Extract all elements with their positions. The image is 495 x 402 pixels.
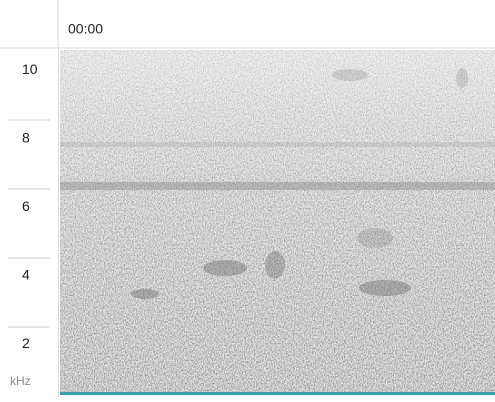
call xyxy=(332,69,368,81)
call xyxy=(203,260,247,276)
band xyxy=(60,142,495,147)
band xyxy=(60,182,495,190)
axis-separators xyxy=(8,119,50,328)
call xyxy=(131,289,159,299)
y-tick-label: 6 xyxy=(22,198,30,214)
call xyxy=(357,228,393,248)
y-tick-label: 10 xyxy=(22,61,38,77)
call xyxy=(456,68,468,88)
y-tick-label: 8 xyxy=(22,130,30,146)
y-tick-label: 2 xyxy=(22,335,30,351)
header-bar xyxy=(0,0,495,48)
spectrogram xyxy=(60,50,495,392)
call xyxy=(265,251,285,279)
y-tick-label: 4 xyxy=(22,266,30,282)
unit-label: kHz xyxy=(10,374,31,388)
call xyxy=(359,280,411,296)
spectrogram-shade xyxy=(60,50,495,392)
time-label: 00:00 xyxy=(68,21,103,37)
